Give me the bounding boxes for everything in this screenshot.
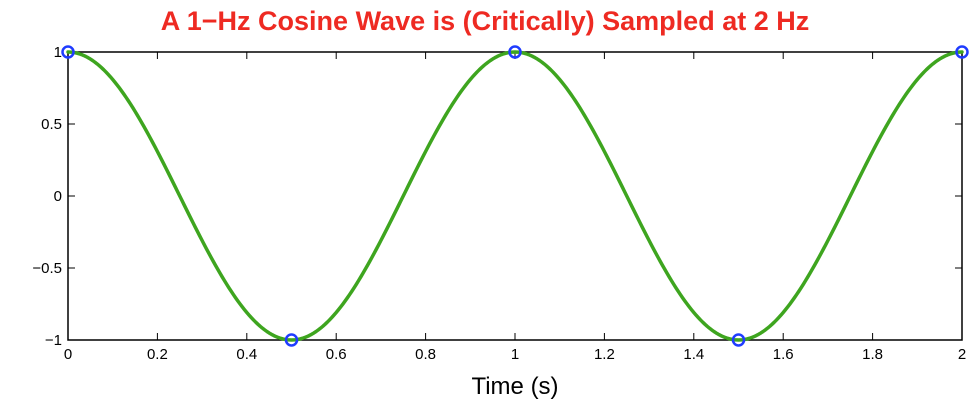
sample-point <box>284 333 299 347</box>
sample-point <box>731 333 746 347</box>
x-tick-label: 1 <box>511 346 519 363</box>
x-tick-label: 1.4 <box>683 346 704 363</box>
x-tick-label: 0.6 <box>326 346 347 363</box>
x-tick-label: 0.2 <box>147 346 168 363</box>
sample-point <box>508 45 522 59</box>
x-tick-label: 2 <box>958 346 966 363</box>
x-tick-label: 0.4 <box>236 346 257 363</box>
x-tick-label: 1.8 <box>862 346 883 363</box>
series-layer <box>61 45 969 347</box>
plot-frame <box>67 51 963 341</box>
x-tick-label: 1.6 <box>773 346 794 363</box>
sample-point <box>61 45 75 59</box>
x-axis-label: Time (s) <box>471 373 558 400</box>
y-tick-label: −1 <box>45 332 62 349</box>
y-axis-ticks: 1 0.5 0 −0.5 −1 <box>32 44 962 349</box>
y-tick-label: 0 <box>54 188 62 205</box>
x-tick-label: 0.8 <box>415 346 436 363</box>
x-axis-ticks: 0 0.2 0.4 0.6 0.8 1 1.2 1.4 1.6 1.8 2 <box>64 52 966 363</box>
chart-title: A 1−Hz Cosine Wave is (Critically) Sampl… <box>160 6 810 36</box>
sample-point <box>955 45 969 59</box>
x-tick-label: 1.2 <box>594 346 615 363</box>
plot-axes <box>67 51 963 341</box>
y-tick-label: 1 <box>54 44 62 61</box>
y-tick-label: 0.5 <box>41 116 62 133</box>
x-tick-label: 0 <box>64 346 72 363</box>
cosine-wave-line <box>66 50 964 342</box>
y-tick-label: −0.5 <box>32 260 62 277</box>
